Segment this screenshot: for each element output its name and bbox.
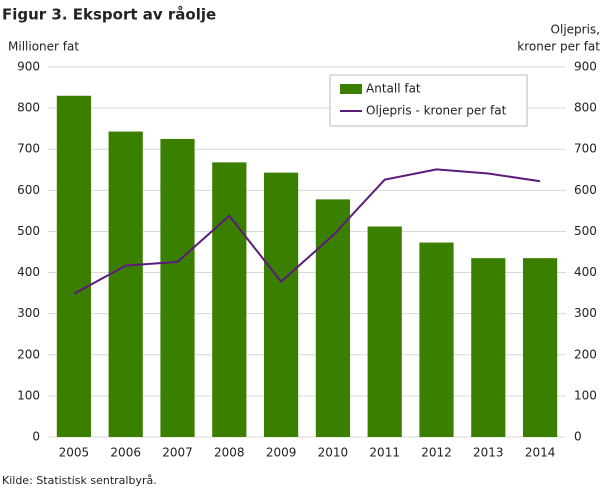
y2-tick-label: 900 xyxy=(574,60,597,74)
source: Kilde: Statistisk sentralbyrå. xyxy=(2,474,157,487)
x-tick-label: 2007 xyxy=(162,446,193,460)
legend-box xyxy=(329,74,528,127)
legend-label: Antall fat xyxy=(366,82,421,96)
bar xyxy=(315,199,350,437)
y2-tick-label: 700 xyxy=(574,142,597,156)
y-tick-label: 300 xyxy=(17,306,40,320)
legend-label: Oljepris - kroner per fat xyxy=(366,104,507,118)
y-tick-label: 500 xyxy=(17,224,40,238)
x-tick-label: 2013 xyxy=(473,446,504,460)
bar xyxy=(160,138,195,437)
y2-tick-label: 600 xyxy=(574,183,597,197)
bar xyxy=(523,258,558,437)
y2-tick-label: 400 xyxy=(574,265,597,279)
bar xyxy=(264,172,299,437)
bar xyxy=(471,258,506,437)
bar xyxy=(367,226,402,437)
y-tick-label: 900 xyxy=(17,60,40,74)
bar xyxy=(56,95,91,438)
y2-tick-label: 800 xyxy=(574,101,597,115)
x-tick-label: 2009 xyxy=(266,446,297,460)
y-tick-label: 700 xyxy=(17,142,40,156)
y-tick-label: 0 xyxy=(32,430,40,444)
x-tick-label: 2011 xyxy=(369,446,400,460)
y2-tick-label: 500 xyxy=(574,224,597,238)
y2-axis-label: Oljepris, xyxy=(551,23,600,37)
y-tick-label: 600 xyxy=(17,183,40,197)
chart-title: Figur 3. Eksport av råolje xyxy=(2,6,216,24)
y2-tick-label: 100 xyxy=(574,388,597,402)
y-tick-label: 200 xyxy=(17,347,40,361)
bar xyxy=(212,162,247,437)
x-tick-label: 2005 xyxy=(59,446,90,460)
x-tick-label: 2008 xyxy=(214,446,245,460)
y-axis-label: Millioner fat xyxy=(8,40,79,54)
y2-axis-label: kroner per fat xyxy=(517,40,600,54)
y2-tick-label: 0 xyxy=(574,430,582,444)
bar xyxy=(419,242,454,437)
x-tick-label: 2012 xyxy=(421,446,452,460)
y2-tick-label: 300 xyxy=(574,306,597,320)
legend-swatch xyxy=(340,84,362,94)
line xyxy=(73,168,541,295)
y2-tick-label: 200 xyxy=(574,347,597,361)
y-tick-label: 800 xyxy=(17,101,40,115)
y-tick-label: 400 xyxy=(17,265,40,279)
x-tick-label: 2006 xyxy=(110,446,141,460)
x-tick-label: 2014 xyxy=(525,446,556,460)
bar xyxy=(108,131,143,438)
y-tick-label: 100 xyxy=(17,388,40,402)
x-tick-label: 2010 xyxy=(318,446,349,460)
